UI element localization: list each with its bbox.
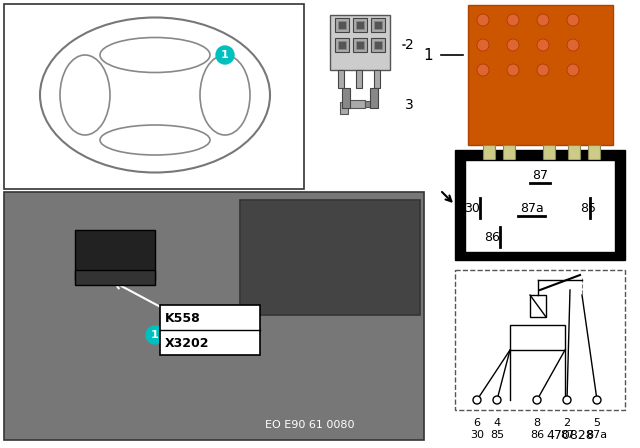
Text: 6: 6 (474, 418, 481, 428)
Text: K558: K558 (165, 311, 201, 324)
Bar (330, 15, 390, 70)
Bar (371, 18, 385, 32)
Text: X3202: X3202 (165, 336, 209, 349)
Bar (455, 150, 625, 260)
Bar (374, 41, 382, 49)
Circle shape (507, 39, 519, 51)
Text: EO E90 61 0080: EO E90 61 0080 (265, 420, 355, 430)
Bar (468, 5, 613, 145)
Circle shape (567, 64, 579, 76)
Circle shape (533, 396, 541, 404)
Bar (356, 41, 364, 49)
Text: 86: 86 (530, 430, 544, 440)
Ellipse shape (100, 38, 210, 73)
Text: 87a: 87a (520, 202, 544, 215)
Bar (340, 102, 348, 114)
Circle shape (507, 14, 519, 26)
Text: 4: 4 (493, 418, 500, 428)
Text: 1: 1 (424, 47, 433, 63)
Circle shape (537, 14, 549, 26)
Bar (4, 192, 424, 440)
Bar (365, 101, 377, 107)
Circle shape (567, 39, 579, 51)
Bar (465, 160, 615, 252)
Text: 87: 87 (560, 430, 574, 440)
Bar (5, 193, 423, 439)
Bar (588, 145, 600, 170)
Circle shape (146, 326, 164, 344)
Bar (530, 295, 546, 317)
Bar (503, 145, 515, 170)
Circle shape (477, 14, 489, 26)
Text: 1: 1 (221, 50, 229, 60)
Bar (370, 88, 378, 108)
Text: 87: 87 (532, 168, 548, 181)
Ellipse shape (40, 17, 270, 172)
Circle shape (216, 46, 234, 64)
Bar (342, 88, 350, 108)
Bar (455, 270, 625, 410)
Circle shape (493, 396, 501, 404)
Bar (356, 21, 364, 29)
Text: 85: 85 (580, 202, 596, 215)
Bar (374, 21, 382, 29)
Text: 1: 1 (151, 330, 159, 340)
Text: 86: 86 (484, 231, 500, 244)
Circle shape (477, 64, 489, 76)
Bar (160, 305, 260, 355)
Bar (338, 70, 344, 88)
Circle shape (537, 64, 549, 76)
Circle shape (537, 39, 549, 51)
Bar (338, 21, 346, 29)
Bar (356, 70, 362, 88)
Ellipse shape (60, 55, 110, 135)
Text: 470828: 470828 (546, 428, 594, 441)
Text: 2: 2 (405, 38, 413, 52)
Text: 5: 5 (593, 418, 600, 428)
Bar (335, 38, 349, 52)
Bar (338, 41, 346, 49)
Bar (240, 200, 420, 315)
Circle shape (477, 39, 489, 51)
Bar (568, 145, 580, 170)
Bar (75, 230, 155, 280)
Bar (4, 4, 304, 189)
Ellipse shape (200, 55, 250, 135)
Bar (353, 38, 367, 52)
Bar (353, 18, 367, 32)
Bar (345, 100, 365, 108)
Bar (335, 18, 349, 32)
Text: 3: 3 (405, 98, 413, 112)
Text: 30: 30 (464, 202, 480, 215)
Circle shape (473, 396, 481, 404)
Bar (371, 38, 385, 52)
Text: 2: 2 (563, 418, 571, 428)
Text: 30: 30 (470, 430, 484, 440)
Ellipse shape (100, 125, 210, 155)
Circle shape (507, 64, 519, 76)
Circle shape (567, 14, 579, 26)
Circle shape (593, 396, 601, 404)
Bar (75, 270, 155, 285)
Circle shape (563, 396, 571, 404)
Bar (510, 325, 565, 350)
Bar (543, 145, 555, 170)
Bar (483, 145, 495, 170)
Text: 8: 8 (533, 418, 541, 428)
Text: 87a: 87a (586, 430, 607, 440)
Bar (374, 70, 380, 88)
Text: 85: 85 (490, 430, 504, 440)
Bar (241, 201, 419, 314)
